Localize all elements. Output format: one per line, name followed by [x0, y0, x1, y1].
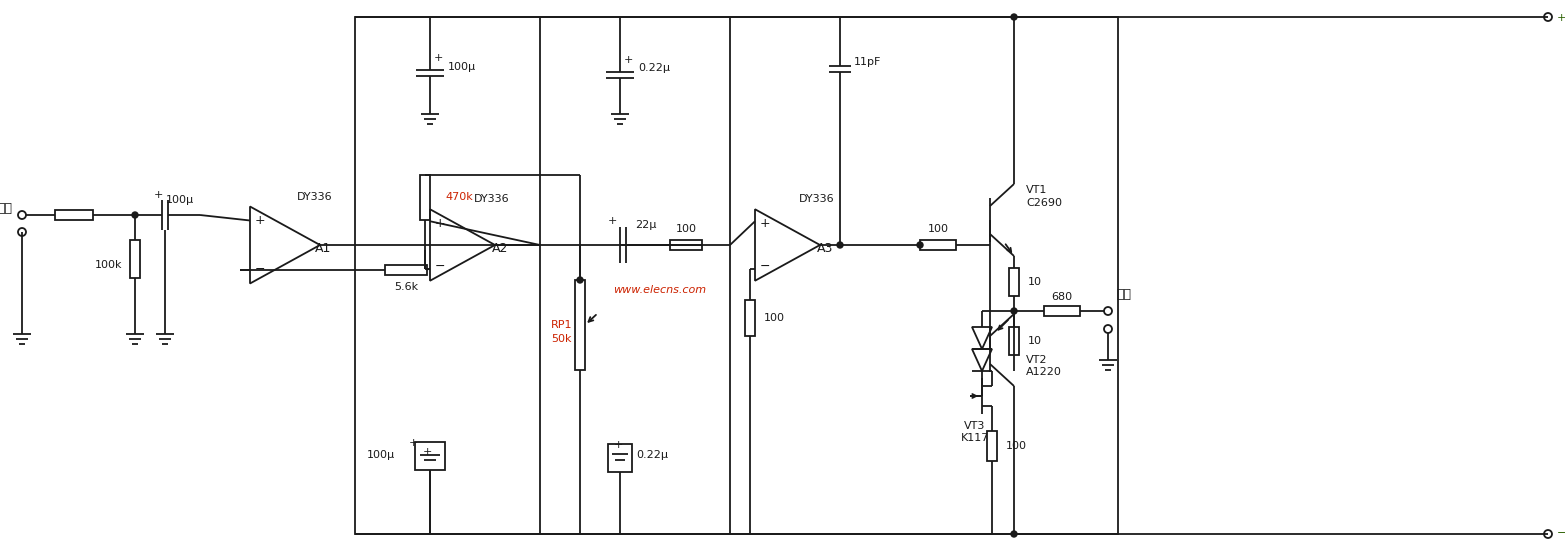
Text: A2: A2 [491, 241, 509, 255]
Text: DY336: DY336 [800, 195, 834, 204]
Text: +: + [408, 438, 418, 448]
Text: 输入: 输入 [0, 202, 13, 215]
Text: VT1: VT1 [1027, 185, 1047, 195]
Circle shape [1011, 14, 1017, 20]
Bar [130, 240, 139, 278]
Bar [419, 175, 430, 220]
Text: −: − [435, 260, 446, 273]
Text: VT2: VT2 [1027, 355, 1047, 365]
Bar [670, 240, 703, 250]
Bar [745, 300, 754, 336]
Circle shape [1011, 531, 1017, 537]
Bar [1009, 327, 1019, 355]
Text: 100: 100 [676, 224, 696, 234]
Text: 100k: 100k [94, 260, 122, 270]
Text: +16V: +16V [1557, 13, 1565, 23]
Text: +: + [613, 440, 623, 450]
Bar [574, 280, 585, 370]
Text: +: + [759, 217, 770, 230]
Text: 100μ: 100μ [366, 450, 394, 460]
Bar [920, 240, 956, 250]
Text: 0.22μ: 0.22μ [635, 450, 668, 460]
Circle shape [1011, 308, 1017, 314]
Text: 100μ: 100μ [166, 195, 194, 205]
Bar [55, 210, 92, 220]
Bar [355, 17, 1117, 534]
Text: −16V: −16V [1557, 528, 1565, 538]
Circle shape [917, 242, 923, 248]
Text: A1: A1 [315, 241, 332, 255]
Bar [385, 264, 427, 274]
Bar [1009, 268, 1019, 296]
Bar [607, 444, 632, 472]
Text: 50k: 50k [551, 334, 571, 344]
Text: 5.6k: 5.6k [394, 282, 418, 291]
Text: K117: K117 [961, 433, 989, 443]
Text: 100: 100 [764, 313, 786, 323]
Text: RP1: RP1 [551, 320, 571, 330]
Text: DY336: DY336 [474, 195, 510, 204]
Text: 680: 680 [1052, 292, 1072, 302]
Text: +: + [255, 214, 266, 227]
Circle shape [837, 242, 844, 248]
Text: +: + [434, 53, 443, 63]
Text: C2690: C2690 [1027, 198, 1063, 208]
Text: −: − [759, 260, 770, 273]
Bar [1044, 306, 1080, 316]
Text: DY336: DY336 [297, 192, 333, 202]
Circle shape [577, 277, 584, 283]
Text: +: + [624, 55, 634, 65]
Circle shape [131, 212, 138, 218]
Text: +: + [153, 190, 163, 200]
Text: 22μ: 22μ [635, 220, 656, 230]
Text: 470k: 470k [444, 192, 473, 202]
Text: www.elecns.com: www.elecns.com [613, 285, 706, 295]
Text: A1220: A1220 [1027, 367, 1063, 377]
Text: 输出: 输出 [1116, 288, 1131, 301]
Text: +: + [435, 217, 446, 230]
Text: −: − [255, 263, 264, 276]
Text: 10: 10 [1028, 277, 1042, 287]
Text: 0.22μ: 0.22μ [639, 63, 670, 73]
Text: 100: 100 [1006, 441, 1027, 451]
Text: 11pF: 11pF [854, 57, 881, 67]
Text: 100μ: 100μ [448, 62, 476, 72]
Text: 10: 10 [1028, 336, 1042, 346]
Bar [415, 442, 444, 470]
Bar [988, 431, 997, 461]
Text: A3: A3 [817, 241, 834, 255]
Text: 100: 100 [928, 224, 948, 234]
Text: +: + [607, 216, 617, 226]
Text: +: + [423, 447, 432, 457]
Text: VT3: VT3 [964, 421, 986, 431]
